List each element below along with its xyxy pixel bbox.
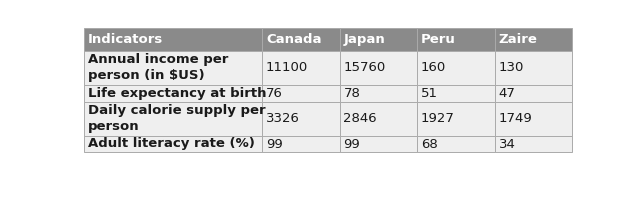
Bar bbox=[262, 136, 340, 152]
Text: 99: 99 bbox=[344, 138, 360, 150]
Text: Japan: Japan bbox=[344, 33, 385, 46]
Text: Canada: Canada bbox=[266, 33, 321, 46]
Bar bbox=[417, 102, 495, 136]
Text: 47: 47 bbox=[499, 87, 515, 100]
Text: 78: 78 bbox=[344, 87, 360, 100]
Bar bbox=[340, 102, 417, 136]
Bar bbox=[340, 51, 417, 85]
Text: 160: 160 bbox=[421, 61, 446, 74]
Bar bbox=[340, 85, 417, 102]
Text: Life expectancy at birth: Life expectancy at birth bbox=[88, 87, 266, 100]
Text: 130: 130 bbox=[499, 61, 524, 74]
Text: 3326: 3326 bbox=[266, 112, 300, 125]
Bar bbox=[495, 28, 572, 51]
Text: 99: 99 bbox=[266, 138, 283, 150]
Text: 34: 34 bbox=[499, 138, 515, 150]
Bar bbox=[417, 85, 495, 102]
Bar bbox=[262, 85, 340, 102]
Text: Zaire: Zaire bbox=[499, 33, 538, 46]
Text: 51: 51 bbox=[421, 87, 438, 100]
Text: 1749: 1749 bbox=[499, 112, 532, 125]
Bar bbox=[84, 28, 262, 51]
Bar bbox=[84, 102, 262, 136]
Text: 76: 76 bbox=[266, 87, 283, 100]
Text: Indicators: Indicators bbox=[88, 33, 163, 46]
Text: Annual income per
person (in $US): Annual income per person (in $US) bbox=[88, 53, 228, 82]
Text: 15760: 15760 bbox=[344, 61, 386, 74]
Text: 68: 68 bbox=[421, 138, 438, 150]
Bar bbox=[262, 51, 340, 85]
Bar bbox=[262, 28, 340, 51]
Bar bbox=[417, 28, 495, 51]
Bar bbox=[340, 28, 417, 51]
Bar bbox=[495, 85, 572, 102]
Bar bbox=[417, 136, 495, 152]
Text: Adult literacy rate (%): Adult literacy rate (%) bbox=[88, 138, 255, 150]
Bar bbox=[340, 136, 417, 152]
Text: Peru: Peru bbox=[421, 33, 456, 46]
Text: Daily calorie supply per
person: Daily calorie supply per person bbox=[88, 104, 266, 133]
Bar bbox=[495, 102, 572, 136]
Text: 1927: 1927 bbox=[421, 112, 455, 125]
Text: 2846: 2846 bbox=[344, 112, 377, 125]
Text: 11100: 11100 bbox=[266, 61, 308, 74]
Bar bbox=[262, 102, 340, 136]
Bar bbox=[84, 85, 262, 102]
Bar bbox=[495, 51, 572, 85]
Bar bbox=[84, 136, 262, 152]
Bar bbox=[84, 51, 262, 85]
Bar bbox=[495, 136, 572, 152]
Bar bbox=[417, 51, 495, 85]
